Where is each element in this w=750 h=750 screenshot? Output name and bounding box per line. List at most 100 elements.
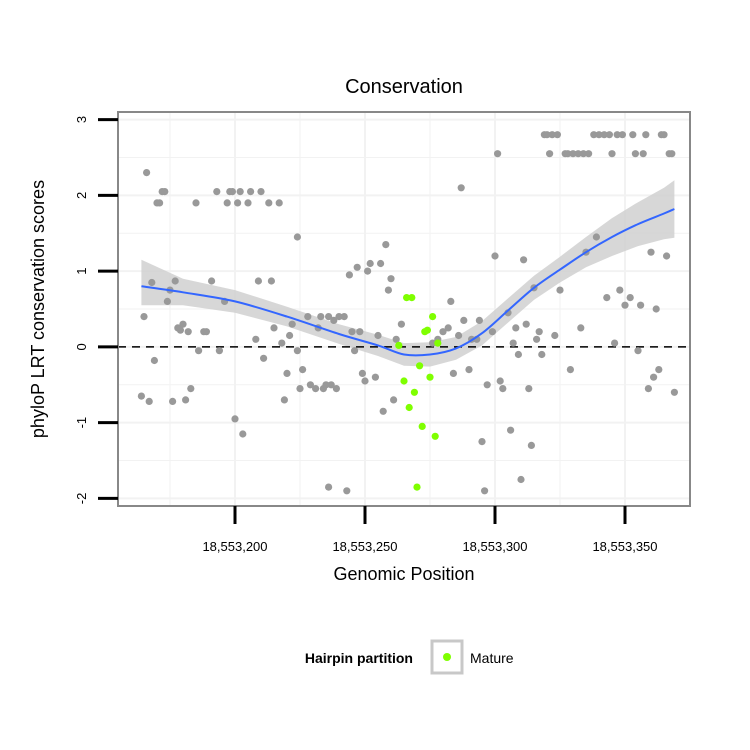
legend-title: Hairpin partition xyxy=(305,650,413,666)
data-point-other xyxy=(202,328,210,336)
data-point-other xyxy=(286,331,294,340)
data-point-other xyxy=(538,350,546,359)
data-point-other xyxy=(187,385,195,393)
data-point-mature xyxy=(408,294,416,302)
data-point-other xyxy=(509,339,517,347)
data-point-other xyxy=(293,347,301,355)
data-point-other xyxy=(629,131,637,139)
data-point-other xyxy=(280,396,288,404)
data-point-mature xyxy=(418,422,426,430)
data-point-mature xyxy=(429,313,437,321)
data-point-other xyxy=(392,335,400,343)
data-point-other xyxy=(182,396,190,404)
data-point-other xyxy=(140,313,148,321)
data-point-other xyxy=(215,347,223,355)
data-point-other xyxy=(457,184,465,192)
data-point-other xyxy=(247,188,255,196)
y-axis-label: phyloP LRT conservation scores xyxy=(28,180,48,438)
y-tick-label: 1 xyxy=(74,267,89,274)
data-point-other xyxy=(455,331,463,340)
data-point-other xyxy=(514,350,523,359)
data-point-other xyxy=(213,188,221,196)
data-point-other xyxy=(145,397,153,405)
data-point-other xyxy=(278,339,286,347)
data-point-other xyxy=(660,131,668,139)
data-point-other xyxy=(483,381,491,389)
data-point-other xyxy=(361,377,369,385)
data-point-other xyxy=(564,150,572,158)
data-point-mature xyxy=(416,362,424,370)
data-point-other xyxy=(379,407,387,415)
data-point-other xyxy=(296,385,304,393)
data-point-other xyxy=(478,438,486,446)
data-point-other xyxy=(382,241,390,249)
data-point-other xyxy=(603,294,611,302)
data-point-other xyxy=(254,277,262,285)
data-point-mature xyxy=(423,326,431,334)
data-point-other xyxy=(239,430,247,438)
data-point-mature xyxy=(431,432,439,440)
data-point-other xyxy=(507,426,515,434)
data-point-other xyxy=(475,316,483,324)
data-point-other xyxy=(374,331,382,340)
legend-key-box xyxy=(430,639,464,675)
data-point-other xyxy=(192,199,200,207)
data-point-other xyxy=(522,320,530,328)
data-point-other xyxy=(335,313,343,321)
data-point-other xyxy=(348,328,356,336)
data-point-other xyxy=(444,324,452,332)
data-point-other xyxy=(616,286,624,294)
data-point-other xyxy=(356,328,364,336)
data-point-other xyxy=(481,487,489,495)
data-point-other xyxy=(626,294,634,302)
data-point-other xyxy=(275,199,283,207)
data-point-other xyxy=(293,233,301,241)
data-point-other xyxy=(605,131,614,139)
data-point-other xyxy=(366,259,374,268)
points-other-series xyxy=(137,131,679,495)
data-point-other xyxy=(543,131,551,139)
data-point-other xyxy=(650,373,658,381)
grid-lines xyxy=(118,112,691,506)
data-point-other xyxy=(494,150,502,158)
data-point-other xyxy=(592,233,601,241)
data-point-other xyxy=(517,475,525,484)
data-point-other xyxy=(330,316,338,324)
data-point-other xyxy=(520,256,528,264)
data-point-other xyxy=(465,366,473,374)
data-point-other xyxy=(384,286,392,294)
data-point-other xyxy=(364,267,372,275)
data-point-other xyxy=(535,328,543,336)
data-point-other xyxy=(556,286,564,294)
data-point-other xyxy=(377,259,385,268)
data-point-other xyxy=(257,188,265,196)
data-point-other xyxy=(527,441,536,449)
data-point-other xyxy=(595,131,603,139)
data-point-other xyxy=(312,385,320,393)
data-point-other xyxy=(195,347,203,355)
data-point-other xyxy=(156,199,164,207)
data-point-other xyxy=(668,150,676,158)
loess-smooth-line xyxy=(141,208,675,357)
data-point-other xyxy=(608,150,616,158)
data-point-other xyxy=(171,277,179,285)
data-point-other xyxy=(353,263,361,271)
data-point-mature xyxy=(395,341,403,349)
data-point-other xyxy=(208,277,216,285)
data-point-mature xyxy=(426,373,434,381)
y-axis: -2 -1 0 1 2 3 xyxy=(74,116,118,504)
x-axis-label: Genomic Position xyxy=(333,564,474,584)
data-point-other xyxy=(236,188,244,196)
data-point-other xyxy=(231,415,239,423)
data-point-other xyxy=(655,366,663,374)
data-point-other xyxy=(634,347,642,355)
data-point-other xyxy=(325,483,333,491)
data-point-other xyxy=(618,131,627,139)
data-point-other xyxy=(637,301,645,309)
data-point-mature xyxy=(413,483,421,491)
y-tick-label: 3 xyxy=(74,116,89,123)
data-point-other xyxy=(577,324,585,332)
data-point-mature xyxy=(405,403,413,412)
data-point-mature xyxy=(410,388,418,396)
